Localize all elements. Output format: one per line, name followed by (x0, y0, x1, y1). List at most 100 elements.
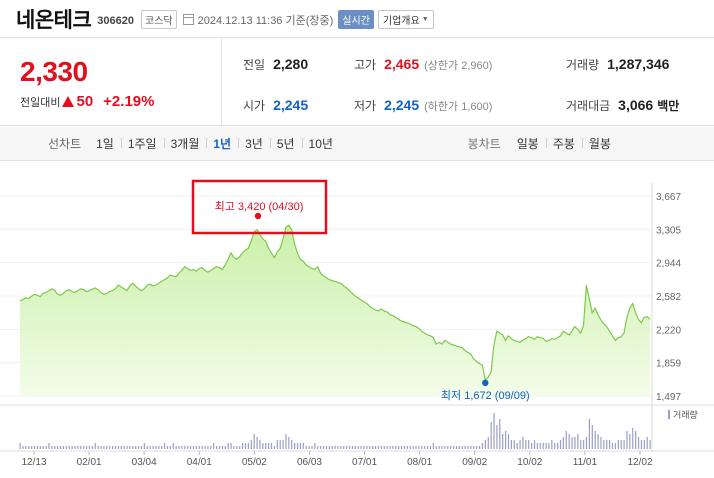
volume-bar (372, 446, 374, 449)
volume-bar (299, 443, 302, 449)
volume-bar (213, 443, 215, 449)
volume-value: 1,287,346 (607, 56, 670, 72)
volume-bar (418, 446, 420, 449)
x-tick-label: 02/01 (77, 457, 102, 468)
open-stat: 시가 2,245 (243, 97, 308, 114)
volume-bar (198, 446, 200, 449)
realtime-button[interactable]: 실시간 (338, 10, 374, 29)
volume-bar (302, 443, 304, 449)
period-1d[interactable]: 1일 (96, 137, 114, 151)
volume-bar (403, 446, 406, 449)
volume-bar (649, 440, 651, 449)
y-tick-label: 1,497 (656, 392, 681, 403)
volume-bar (476, 446, 478, 449)
volume-bar (123, 446, 125, 449)
x-tick-label: 10/02 (517, 457, 542, 468)
volume-bar (331, 446, 333, 449)
volume-bar (490, 422, 492, 449)
volume-bar (322, 446, 325, 449)
volume-bar (152, 446, 154, 449)
volume-bar (470, 446, 472, 449)
volume-bar (643, 440, 645, 449)
calendar-icon (182, 14, 194, 25)
volume-bar (438, 446, 440, 449)
price-chart-svg: 3,667 3,305 2,944 2,582 2,220 1,859 1,497 12/1… (0, 179, 714, 468)
volume-bar (380, 446, 382, 449)
volume-bar (392, 446, 394, 449)
y-tick-label: 2,220 (656, 325, 681, 336)
period-bar: 선차트 1일 1주일 3개월 1년 3년 5년 10년 봉차트 일봉 주봉 월봉 (0, 127, 714, 161)
high-annotation: 최고 3,420 (04/30) (215, 200, 304, 213)
volume-bar (201, 446, 203, 449)
chevron-down-icon: ▼ (421, 16, 429, 23)
volume-bar (190, 446, 192, 449)
volume-bar (250, 440, 252, 449)
x-tick-label: 11/01 (573, 457, 598, 468)
volume-bar (268, 443, 270, 449)
low-label: 저가 (354, 99, 377, 113)
x-tick-label: 08/01 (407, 457, 432, 468)
volume-bar (320, 446, 322, 449)
volume-bar (406, 446, 408, 449)
volume-bar (548, 443, 550, 449)
volume-bar (473, 446, 475, 449)
volume-bar (62, 446, 65, 449)
volume-bar (351, 446, 354, 449)
volume-bar (247, 443, 250, 449)
period-1w[interactable]: 1주일 (120, 135, 164, 152)
volume-bar (129, 446, 131, 449)
volume-bar (285, 434, 287, 449)
candle-weekly[interactable]: 주봉 (545, 135, 582, 152)
period-5y[interactable]: 5년 (269, 135, 302, 152)
volume-bar (65, 446, 67, 449)
candle-daily[interactable]: 일봉 (516, 137, 539, 151)
volume-bar (172, 443, 174, 449)
volume-bar (606, 440, 608, 449)
volume-bar (59, 446, 62, 449)
volume-bar (337, 446, 339, 449)
candle-monthly[interactable]: 월봉 (581, 135, 618, 152)
period-1y[interactable]: 1년 (206, 135, 238, 152)
volume-bar (120, 446, 122, 449)
volume-bar (224, 446, 226, 449)
volume-bar (424, 446, 426, 449)
low-value: 2,245 (384, 97, 420, 113)
volume-bar (103, 446, 105, 449)
prev-close-value: 2,280 (273, 56, 309, 72)
volume-bar (542, 443, 544, 449)
period-3m[interactable]: 3개월 (163, 135, 207, 152)
high-value: 2,465 (384, 56, 420, 72)
upper-limit: (상한가 2,960) (424, 60, 493, 72)
volume-legend-swatch (668, 410, 670, 419)
volume-bar (149, 446, 151, 449)
volume-bar (178, 446, 180, 449)
volume-bar (386, 446, 388, 449)
trade-value-unit: 백만 (657, 99, 680, 113)
volume-bar (57, 446, 59, 449)
volume-bar (369, 446, 371, 449)
volume-bar (166, 446, 169, 449)
volume-bar (68, 446, 70, 449)
volume-bar (325, 446, 328, 449)
volume-bar (45, 446, 47, 449)
period-3y[interactable]: 3년 (238, 135, 270, 152)
volume-bar (389, 446, 391, 449)
volume-bar (395, 446, 397, 449)
volume-bar (354, 446, 356, 449)
volume-bar (635, 431, 637, 449)
price-line (19, 224, 651, 382)
volume-bar (626, 431, 628, 449)
volume-bar (85, 446, 88, 449)
company-overview-button[interactable]: 기업개요 ▼ (377, 10, 434, 29)
period-10y[interactable]: 10년 (301, 135, 340, 152)
high-label: 고가 (354, 58, 377, 72)
timestamp: 2024.12.13 11:36 기준(장중) (197, 14, 334, 27)
volume-bar (126, 446, 128, 449)
volume-bar (259, 440, 261, 449)
volume-bar (412, 446, 414, 449)
volume-bar (163, 443, 166, 449)
volume-bar (366, 446, 368, 449)
volume-bar (533, 440, 536, 449)
prev-close-label: 전일 (243, 58, 266, 72)
stock-name: 네온테크 (16, 8, 92, 32)
